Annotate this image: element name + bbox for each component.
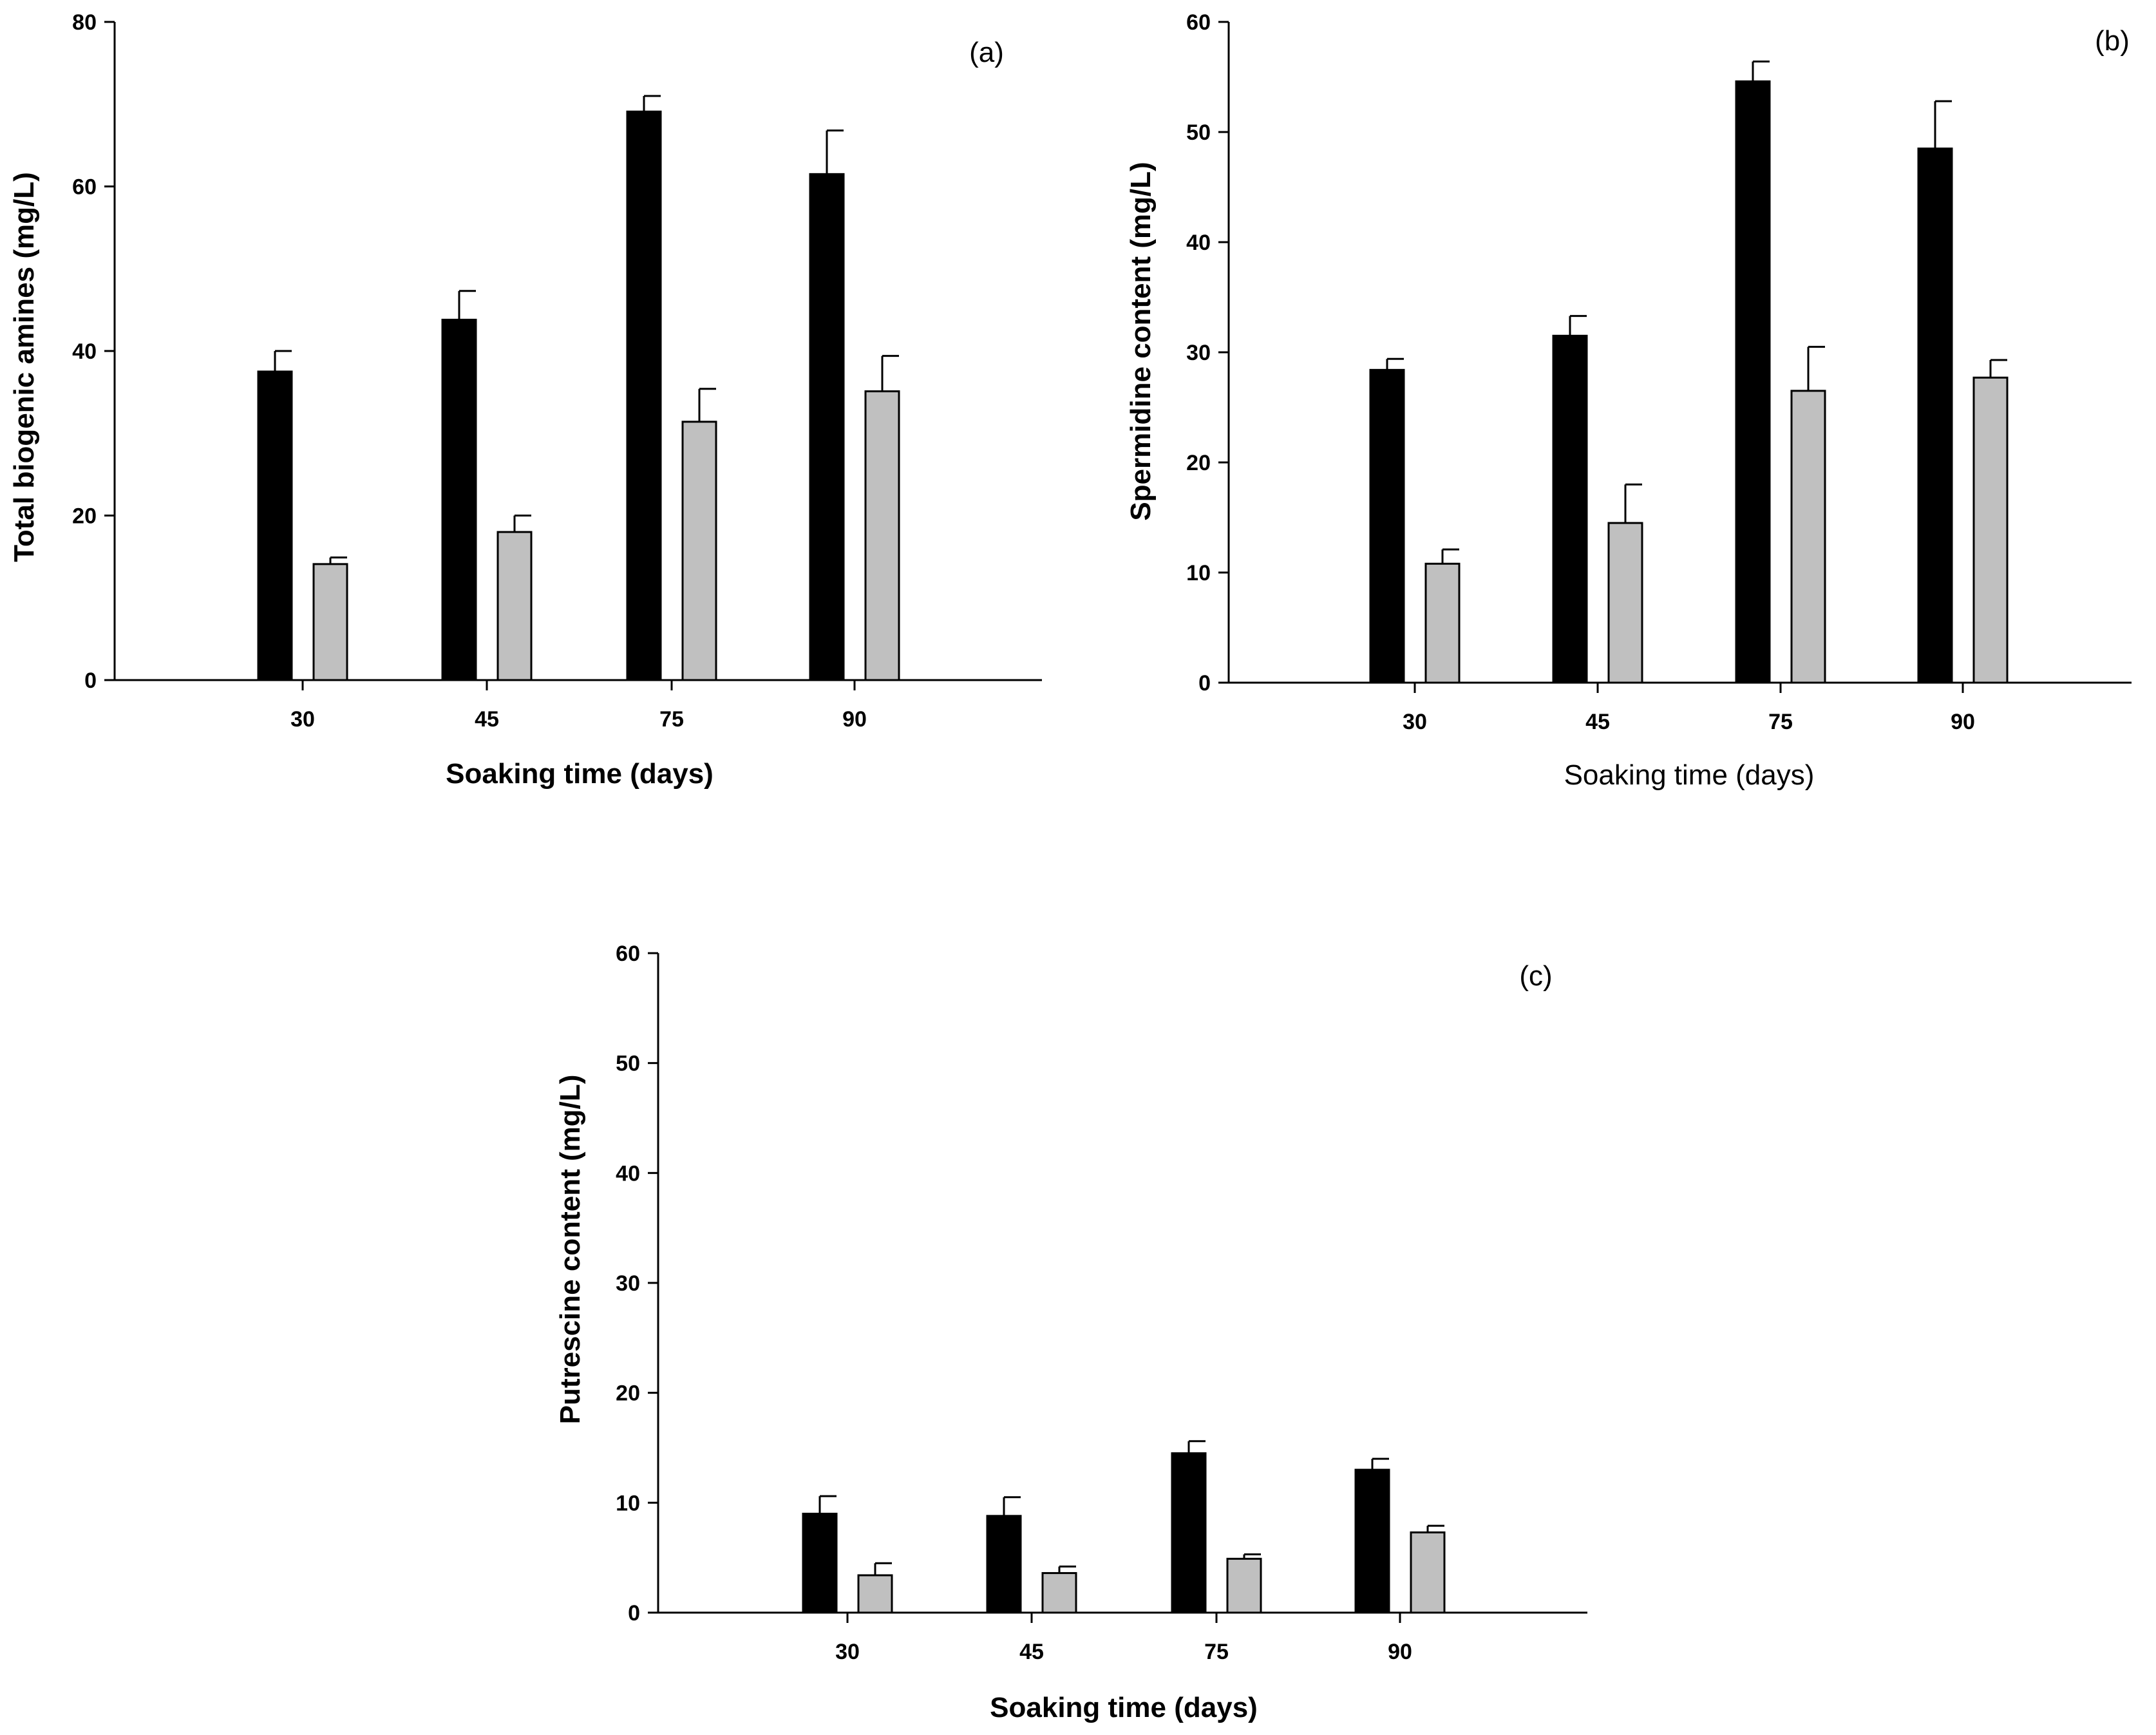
x-tick-label-75: 75 xyxy=(659,707,684,732)
y-tick-label: 30 xyxy=(1186,341,1211,365)
axes-group: 0 20 40 60 80 30 45 75 90 xyxy=(72,10,1042,732)
error-bar-series-gray-90 xyxy=(1989,359,2007,378)
error-bar-series-black-30 xyxy=(274,350,292,372)
bars-group xyxy=(257,95,900,681)
y-tick-label: 40 xyxy=(616,1161,640,1186)
error-bar-series-black-90 xyxy=(1371,1457,1389,1470)
axes-group: 0 10 20 30 40 50 60 30 45 75 90 xyxy=(1186,10,2132,734)
error-bar-series-black-75 xyxy=(1752,61,1770,82)
error-bar-series-gray-30 xyxy=(329,556,347,564)
x-axis-title: Soaking time (days) xyxy=(990,1692,1258,1723)
x-axis-title: Soaking time (days) xyxy=(446,758,714,790)
x-tick-label-90: 90 xyxy=(842,707,867,732)
y-tick-label: 10 xyxy=(1186,561,1211,585)
bar-series-black-75 xyxy=(626,110,662,681)
error-bar-series-black-75 xyxy=(643,95,661,112)
x-tick-label-30: 30 xyxy=(290,707,315,732)
error-bar-series-gray-90 xyxy=(1426,1524,1444,1533)
y-tick-label: 60 xyxy=(72,175,97,200)
bars-group xyxy=(1369,61,2009,684)
error-bar-series-gray-75 xyxy=(698,388,716,422)
y-tick-label: 20 xyxy=(616,1381,640,1406)
error-bar-series-gray-75 xyxy=(1243,1553,1261,1559)
y-tick-label: 50 xyxy=(616,1052,640,1076)
bar-series-gray-90 xyxy=(864,390,900,681)
bar-series-black-45 xyxy=(441,318,477,681)
x-tick-label-90: 90 xyxy=(1388,1640,1412,1664)
panel-label: (b) xyxy=(2095,25,2130,57)
bar-series-gray-45 xyxy=(496,531,533,681)
y-tick-label: 0 xyxy=(628,1601,640,1626)
x-tick-label-30: 30 xyxy=(835,1640,860,1664)
y-axis-title: Putrescine content (mg/L) xyxy=(554,1075,586,1425)
error-bar-series-black-30 xyxy=(1386,357,1404,370)
bar-series-black-75 xyxy=(1171,1452,1207,1614)
y-tick-label: 60 xyxy=(1186,10,1211,35)
error-bar-series-gray-45 xyxy=(513,515,531,533)
y-tick-label: 80 xyxy=(72,10,97,35)
y-tick-label: 30 xyxy=(616,1271,640,1296)
bar-series-black-90 xyxy=(1917,147,1953,684)
error-bar-series-black-90 xyxy=(1934,100,1952,149)
x-axis-title: Soaking time (days) xyxy=(1564,759,1815,791)
chart-panel-a: 0 20 40 60 80 30 45 75 90 (a) Soaking time (days… xyxy=(8,10,1042,790)
bar-series-black-45 xyxy=(1552,334,1588,684)
y-axis-title: Total biogenic amines (mg/L) xyxy=(8,172,40,562)
bar-series-gray-75 xyxy=(681,421,717,681)
bar-series-black-30 xyxy=(802,1512,838,1614)
x-tick-label-75: 75 xyxy=(1204,1640,1229,1664)
x-tick-label-90: 90 xyxy=(1951,710,1975,734)
chart-panel-c: 0 10 20 30 40 50 60 30 45 75 90 (c) Soaking time (… xyxy=(554,942,1587,1723)
x-tick-label-45: 45 xyxy=(475,707,499,732)
x-tick-label-45: 45 xyxy=(1019,1640,1044,1664)
bars-group xyxy=(802,1440,1446,1614)
x-tick-label-30: 30 xyxy=(1403,710,1427,734)
error-bar-series-gray-30 xyxy=(874,1562,892,1575)
y-tick-label: 10 xyxy=(616,1491,640,1515)
y-tick-label: 60 xyxy=(616,942,640,966)
bar-series-gray-45 xyxy=(1607,522,1643,684)
y-tick-label: 0 xyxy=(84,668,97,693)
bar-series-gray-75 xyxy=(1226,1557,1262,1614)
error-bar-series-gray-75 xyxy=(1807,345,1825,391)
bar-series-gray-45 xyxy=(1041,1572,1077,1614)
x-tick-label-75: 75 xyxy=(1768,710,1793,734)
error-bar-series-black-75 xyxy=(1187,1440,1206,1454)
bar-series-gray-75 xyxy=(1790,390,1826,684)
bar-series-black-90 xyxy=(809,173,845,681)
y-tick-label: 50 xyxy=(1186,120,1211,145)
bar-series-black-30 xyxy=(257,370,293,681)
bar-series-black-90 xyxy=(1354,1468,1390,1614)
bar-series-gray-30 xyxy=(1424,562,1461,684)
bar-series-gray-30 xyxy=(312,563,348,681)
y-tick-label: 40 xyxy=(72,339,97,364)
bar-series-gray-90 xyxy=(1972,376,2009,684)
bar-series-black-30 xyxy=(1369,368,1405,684)
panel-label: (a) xyxy=(969,37,1004,68)
error-bar-series-gray-45 xyxy=(1624,483,1642,524)
error-bar-series-black-45 xyxy=(458,290,476,320)
error-bar-series-black-90 xyxy=(826,129,844,175)
error-bar-series-gray-90 xyxy=(881,355,899,392)
error-bar-series-black-45 xyxy=(1569,315,1587,336)
y-tick-label: 20 xyxy=(1186,451,1211,475)
error-bar-series-black-30 xyxy=(818,1495,837,1514)
panel-label: (c) xyxy=(1519,960,1552,992)
bar-series-gray-30 xyxy=(857,1574,893,1614)
bar-series-gray-90 xyxy=(1410,1531,1446,1614)
y-tick-label: 40 xyxy=(1186,231,1211,255)
y-tick-label: 0 xyxy=(1198,671,1211,696)
chart-panel-b: 0 10 20 30 40 50 60 30 45 75 90 (b) Soaking time (… xyxy=(1125,10,2132,791)
bar-series-black-45 xyxy=(986,1515,1022,1614)
error-bar-series-gray-45 xyxy=(1058,1565,1076,1573)
error-bar-series-gray-30 xyxy=(1441,548,1459,564)
axes-group: 0 10 20 30 40 50 60 30 45 75 90 xyxy=(616,942,1587,1664)
y-tick-label: 20 xyxy=(72,504,97,529)
bar-series-black-75 xyxy=(1735,80,1771,684)
y-axis-title: Spermidine content (mg/L) xyxy=(1125,162,1157,520)
x-tick-label-45: 45 xyxy=(1585,710,1610,734)
error-bar-series-black-45 xyxy=(1003,1496,1021,1516)
